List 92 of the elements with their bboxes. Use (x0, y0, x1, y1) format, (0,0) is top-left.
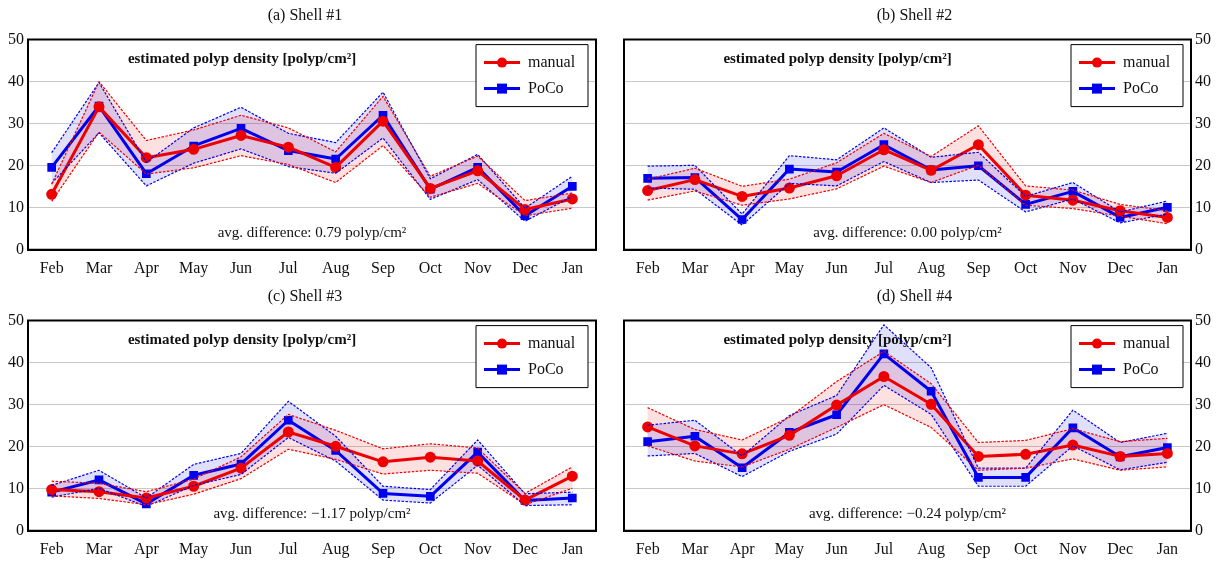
x-tick-label: May (179, 258, 209, 277)
legend-label: PoCo (1123, 78, 1159, 96)
x-tick-label: Mar (85, 258, 113, 276)
x-tick-label: Apr (133, 258, 160, 277)
y2-tick-label: 50 (1195, 29, 1211, 47)
x-tick-label: Oct (418, 258, 443, 276)
y2-tick-label: 50 (1195, 310, 1211, 328)
x-tick-label: Jul (874, 258, 894, 276)
x-tick-label: Jan (561, 258, 583, 276)
x-tick-label: Jul (279, 258, 299, 276)
x-tick-label: Jul (874, 539, 894, 557)
x-tick-label: May (179, 539, 209, 558)
x-tick-label: Oct (1014, 539, 1038, 557)
x-tick-label: Jul (279, 539, 299, 557)
chart-title: (b) Shell #2 (875, 5, 954, 26)
x-tick-label: Feb (39, 539, 64, 557)
legend-label: manual (528, 52, 576, 70)
x-tick-label: Mar (681, 258, 709, 276)
legend-label: manual (1123, 333, 1171, 351)
legend-label: PoCo (1123, 359, 1159, 377)
x-tick-label: Jun (825, 539, 848, 557)
y-tick-label: 10 (8, 478, 24, 496)
text: estimated polyp density [polyp/cm²] (723, 331, 952, 348)
legend-label: manual (528, 333, 576, 351)
y2-tick-label: 20 (1195, 155, 1211, 173)
chart-title: (d) Shell #4 (875, 286, 954, 307)
x-tick-label: Aug (917, 539, 945, 558)
y2-tick-label: 30 (1195, 113, 1211, 131)
x-tick-label: Jan (1156, 539, 1179, 557)
annotation: avg. difference: −1.17 polyp/cm² (213, 504, 412, 521)
x-tick-label: Aug (321, 258, 350, 277)
x-tick-label: Nov (463, 258, 492, 276)
legend-label: PoCo (528, 78, 564, 96)
x-tick-label: May (774, 539, 805, 558)
x-tick-label: Dec (512, 258, 538, 276)
y-tick-label: 0 (16, 240, 24, 257)
x-tick-label: Aug (917, 258, 945, 277)
y-tick-label: 40 (8, 352, 24, 370)
x-tick-label: Nov (463, 539, 492, 557)
y-tick-label: 30 (8, 394, 24, 412)
chart-title: (c) Shell #3 (266, 286, 344, 307)
y-tick-label: 40 (8, 71, 24, 89)
x-tick-label: Dec (1107, 539, 1134, 557)
x-tick-label: Jun (229, 539, 253, 557)
y2-tick-label: 40 (1195, 71, 1211, 89)
y2-tick-label: 0 (1195, 240, 1203, 257)
y2-tick-label: 30 (1195, 394, 1211, 412)
x-tick-label: Sep (966, 539, 991, 558)
x-tick-label: Oct (418, 539, 443, 557)
x-tick-label: Jun (825, 258, 848, 276)
x-tick-label: Apr (729, 539, 756, 558)
y-tick-label: 50 (8, 310, 24, 328)
x-tick-label: Jan (561, 539, 583, 557)
y-tick-label: 10 (8, 197, 24, 215)
y2-tick-label: 20 (1195, 436, 1211, 454)
y-tick-label: 20 (8, 155, 24, 173)
y-tick-label: 50 (8, 29, 24, 47)
x-tick-label: Nov (1059, 539, 1087, 557)
x-tick-label: Aug (321, 539, 350, 558)
text: estimated polyp density [polyp/cm²] (127, 331, 357, 348)
x-tick-label: Jan (1156, 258, 1179, 276)
annotation: avg. difference: 0.00 polyp/cm² (813, 223, 1003, 240)
x-tick-label: May (774, 258, 805, 277)
y2-tick-label: 40 (1195, 352, 1211, 370)
y2-tick-label: 10 (1195, 197, 1211, 215)
x-tick-label: Sep (966, 258, 991, 277)
y2-tick-label: 10 (1195, 478, 1211, 496)
x-tick-label: Jun (229, 258, 253, 276)
x-tick-label: Feb (39, 258, 64, 276)
x-tick-label: Apr (729, 258, 756, 277)
x-tick-label: Sep (371, 258, 395, 277)
x-tick-label: Sep (371, 539, 395, 558)
x-tick-label: Dec (1107, 258, 1134, 276)
legend-label: PoCo (528, 359, 564, 377)
y2-tick-label: 0 (1195, 521, 1203, 538)
text: estimated polyp density [polyp/cm²] (127, 50, 357, 67)
y-tick-label: 30 (8, 113, 24, 131)
x-tick-label: Mar (681, 539, 709, 557)
annotation: avg. difference: 0.79 polyp/cm² (217, 223, 407, 240)
y-tick-label: 20 (8, 436, 24, 454)
chart-title: (a) Shell #1 (266, 5, 344, 26)
x-tick-label: Oct (1014, 258, 1038, 276)
y-tick-label: 0 (16, 521, 24, 538)
x-tick-label: Feb (635, 258, 660, 276)
legend-label: manual (1123, 52, 1171, 70)
x-tick-label: Dec (512, 539, 538, 557)
annotation: avg. difference: −0.24 polyp/cm² (808, 504, 1007, 521)
text: estimated polyp density [polyp/cm²] (723, 50, 952, 67)
x-tick-label: Apr (133, 539, 160, 558)
x-tick-label: Feb (635, 539, 660, 557)
x-tick-label: Nov (1059, 258, 1087, 276)
x-tick-label: Mar (85, 539, 113, 557)
